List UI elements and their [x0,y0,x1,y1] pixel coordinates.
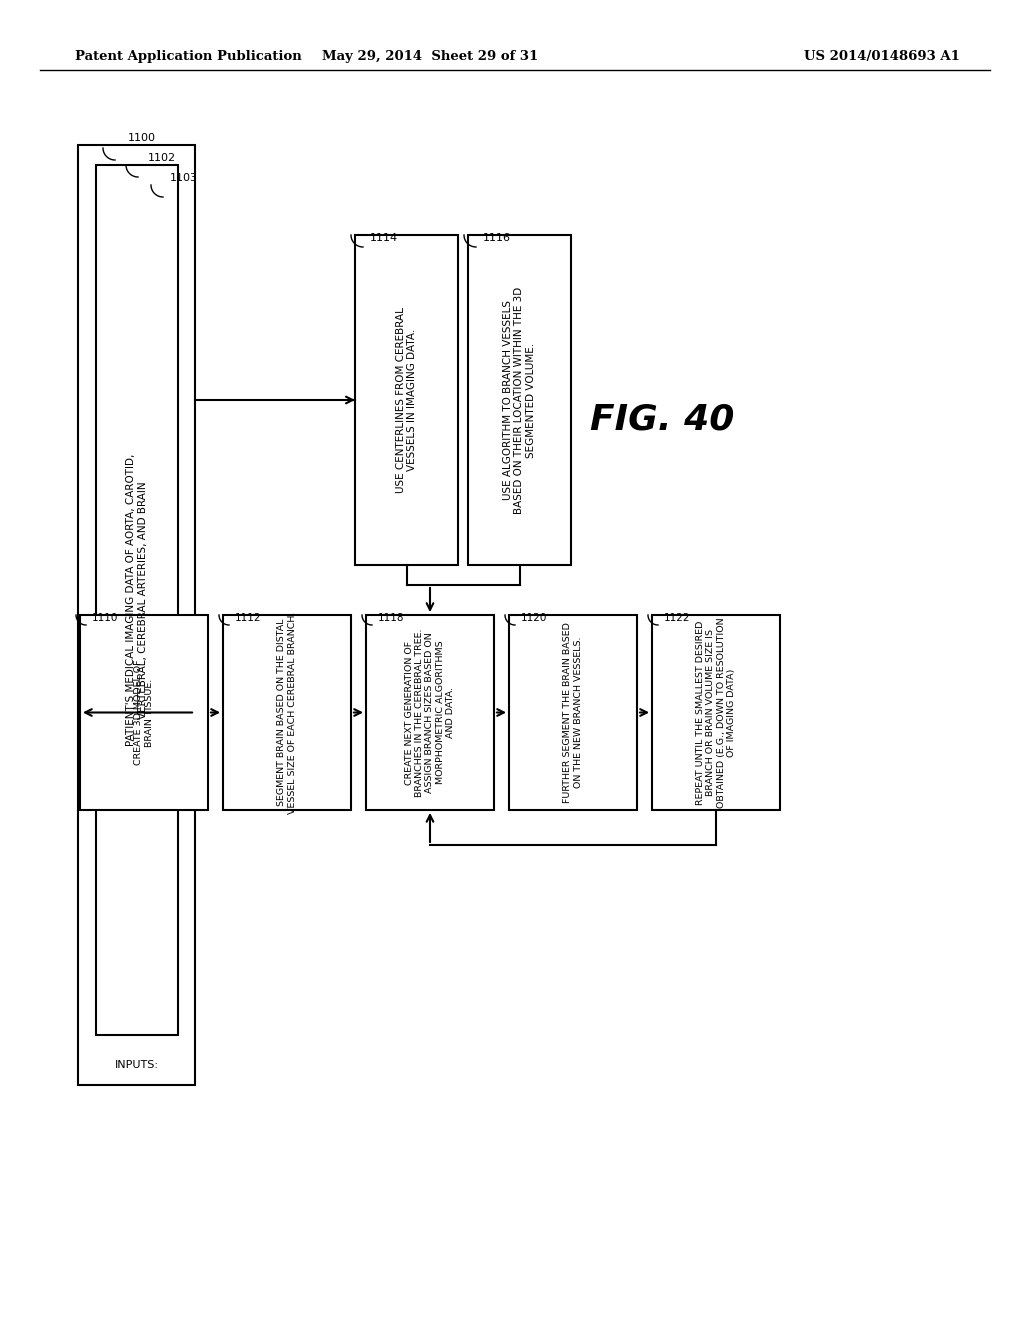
Bar [468,235,571,565]
Text: PATIENT'S MEDICAL IMAGING DATA OF AORTA, CAROTID,
VERTEBRAL, CEREBRAL ARTERIES, : PATIENT'S MEDICAL IMAGING DATA OF AORTA,… [126,454,147,746]
Text: 1112: 1112 [234,612,261,623]
Text: FURTHER SEGMENT THE BRAIN BASED
ON THE NEW BRANCH VESSELS.: FURTHER SEGMENT THE BRAIN BASED ON THE N… [563,622,583,803]
Bar [223,615,351,810]
Text: SEGMENT BRAIN BASED ON THE DISTAL
VESSEL SIZE OF EACH CEREBRAL BRANCH.: SEGMENT BRAIN BASED ON THE DISTAL VESSEL… [278,611,297,813]
Text: INPUTS:: INPUTS: [115,1060,159,1071]
Text: 1116: 1116 [483,234,511,243]
Text: CREATE NEXT GENERATION OF
BRANCHES IN THE CEREBRAL TREE.
ASSIGN BRANCH SIZES BAS: CREATE NEXT GENERATION OF BRANCHES IN TH… [404,628,456,797]
Bar [78,145,195,1085]
Bar [96,165,178,1035]
Text: 1100: 1100 [128,133,156,143]
Text: 1122: 1122 [664,612,690,623]
Text: 1118: 1118 [378,612,404,623]
Text: US 2014/0148693 A1: US 2014/0148693 A1 [804,50,961,63]
Text: FIG. 40: FIG. 40 [590,403,734,437]
Bar [652,615,780,810]
Text: Patent Application Publication: Patent Application Publication [75,50,302,63]
Text: 1103: 1103 [170,173,198,183]
Text: 1110: 1110 [92,612,119,623]
Text: 1102: 1102 [148,153,176,162]
Text: CREATE 3D MODEL OF
BRAIN TISSUE.: CREATE 3D MODEL OF BRAIN TISSUE. [134,660,154,766]
Text: May 29, 2014  Sheet 29 of 31: May 29, 2014 Sheet 29 of 31 [322,50,539,63]
Bar [80,615,208,810]
Bar [509,615,637,810]
Text: REPEAT UNTIL THE SMALLEST DESIRED
BRANCH OR BRAIN VOLUME SIZE IS
OBTAINED (E.G.,: REPEAT UNTIL THE SMALLEST DESIRED BRANCH… [696,618,736,808]
Text: 1114: 1114 [370,234,398,243]
Text: USE CENTERLINES FROM CEREBRAL
VESSELS IN IMAGING DATA.: USE CENTERLINES FROM CEREBRAL VESSELS IN… [395,308,418,492]
Bar [366,615,494,810]
Bar [355,235,458,565]
Text: USE ALGORITHM TO BRANCH VESSELS
BASED ON THEIR LOCATION WITHIN THE 3D
SEGMENTED : USE ALGORITHM TO BRANCH VESSELS BASED ON… [503,286,537,513]
Text: 1120: 1120 [521,612,548,623]
